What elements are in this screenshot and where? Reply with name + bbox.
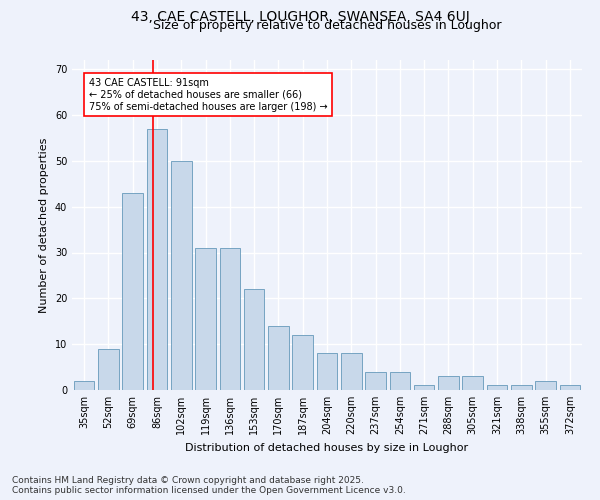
Title: Size of property relative to detached houses in Loughor: Size of property relative to detached ho… — [153, 20, 501, 32]
Bar — [560, 386, 580, 390]
Bar — [98, 349, 119, 390]
Bar — [268, 326, 289, 390]
Bar — [146, 128, 167, 390]
Bar — [74, 381, 94, 390]
Bar — [195, 248, 216, 390]
Bar — [317, 354, 337, 390]
Bar — [122, 193, 143, 390]
Bar — [244, 289, 265, 390]
Text: Contains HM Land Registry data © Crown copyright and database right 2025.
Contai: Contains HM Land Registry data © Crown c… — [12, 476, 406, 495]
Bar — [487, 386, 508, 390]
Bar — [511, 386, 532, 390]
Bar — [341, 354, 362, 390]
Bar — [292, 335, 313, 390]
Y-axis label: Number of detached properties: Number of detached properties — [39, 138, 49, 312]
Bar — [389, 372, 410, 390]
X-axis label: Distribution of detached houses by size in Loughor: Distribution of detached houses by size … — [185, 442, 469, 452]
Text: 43, CAE CASTELL, LOUGHOR, SWANSEA, SA4 6UJ: 43, CAE CASTELL, LOUGHOR, SWANSEA, SA4 6… — [131, 10, 469, 24]
Bar — [535, 381, 556, 390]
Bar — [220, 248, 240, 390]
Bar — [438, 376, 459, 390]
Text: 43 CAE CASTELL: 91sqm
← 25% of detached houses are smaller (66)
75% of semi-deta: 43 CAE CASTELL: 91sqm ← 25% of detached … — [89, 78, 327, 112]
Bar — [365, 372, 386, 390]
Bar — [171, 161, 191, 390]
Bar — [414, 386, 434, 390]
Bar — [463, 376, 483, 390]
